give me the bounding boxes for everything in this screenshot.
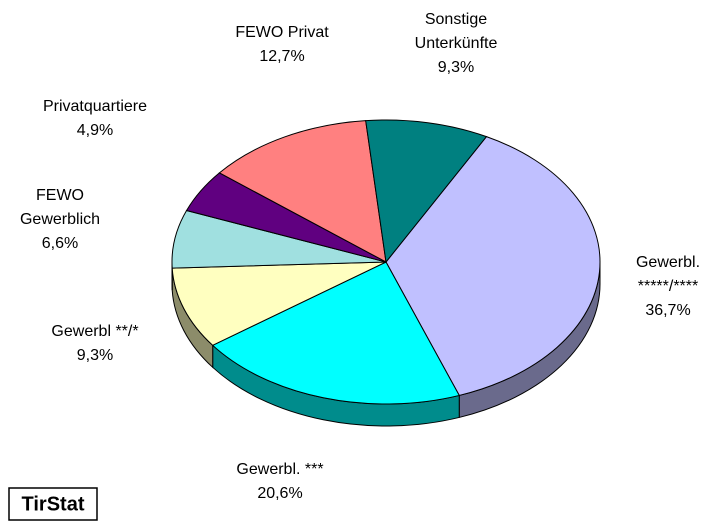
slice-label: Gewerbl. *** [236, 461, 323, 478]
pie-slice [385, 136, 601, 397]
slice-value-label: 4,9% [77, 122, 113, 139]
slice-value-label: 6,6% [42, 235, 78, 252]
brand: TirStat [22, 493, 85, 515]
brand-box [8, 487, 98, 521]
slice-value-label: 20,6% [257, 485, 302, 502]
slice-label: FEWO Gewerblich [20, 187, 100, 228]
slice-label: Privatquartiere [43, 98, 147, 115]
slice-value-label: 9,3% [77, 347, 113, 364]
slice-value-label: 36,7% [645, 302, 690, 319]
slice-label: Gewerbl **/* [51, 323, 138, 340]
slice-value-label: 12,7% [259, 48, 304, 65]
slice-value-label: 9,3% [438, 59, 474, 76]
pie-slice [218, 120, 387, 263]
slice-label: Gewerbl. *****/**** [636, 254, 700, 295]
pie-slice [171, 261, 387, 346]
pie-slice [365, 119, 488, 264]
slice-label: FEWO Privat [235, 24, 329, 41]
pie-slice [211, 261, 460, 405]
slice-label: Sonstige Unterkünfte [415, 11, 498, 52]
